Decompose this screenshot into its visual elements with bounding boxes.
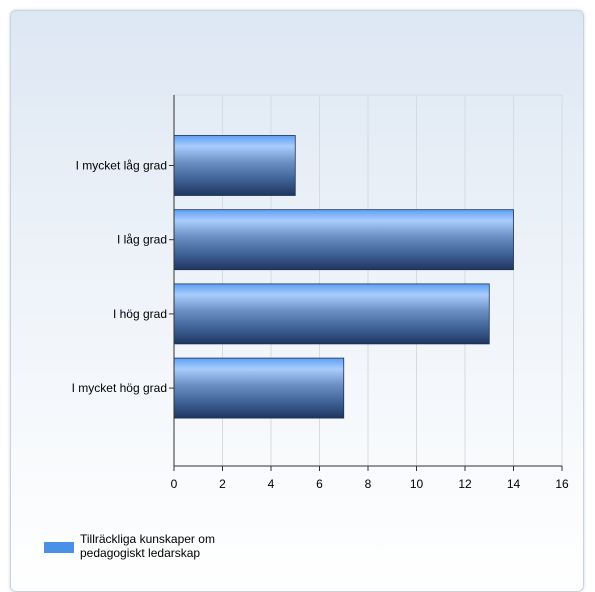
bar <box>173 209 514 271</box>
legend: Tillräckliga kunskaper om pedagogiskt le… <box>44 532 270 560</box>
x-ticks: 0 2 4 6 8 10 12 14 16 <box>171 466 569 491</box>
bar <box>173 283 490 345</box>
x-tick-label: 16 <box>555 477 569 491</box>
bars <box>173 135 514 419</box>
y-tick-label: I mycket hög grad <box>72 381 167 395</box>
x-tick-label: 0 <box>171 477 178 491</box>
y-tick-label: I mycket låg grad <box>76 158 167 172</box>
x-tick-label: 6 <box>316 477 323 491</box>
x-tick-label: 4 <box>268 477 275 491</box>
x-tick-label: 2 <box>219 477 226 491</box>
y-tick-label: I hög grad <box>113 307 167 321</box>
bar <box>173 135 296 196</box>
bar <box>173 357 345 419</box>
x-tick-label: 10 <box>410 477 424 491</box>
x-tick-label: 8 <box>365 477 372 491</box>
legend-swatch <box>44 542 74 553</box>
x-tick-label: 12 <box>458 477 472 491</box>
x-tick-label: 14 <box>507 477 521 491</box>
legend-label: Tillräckliga kunskaper om pedagogiskt le… <box>80 532 215 560</box>
y-tick-label: I låg grad <box>117 233 167 247</box>
y-labels: I mycket låg grad I låg grad I hög grad I m… <box>72 158 167 395</box>
